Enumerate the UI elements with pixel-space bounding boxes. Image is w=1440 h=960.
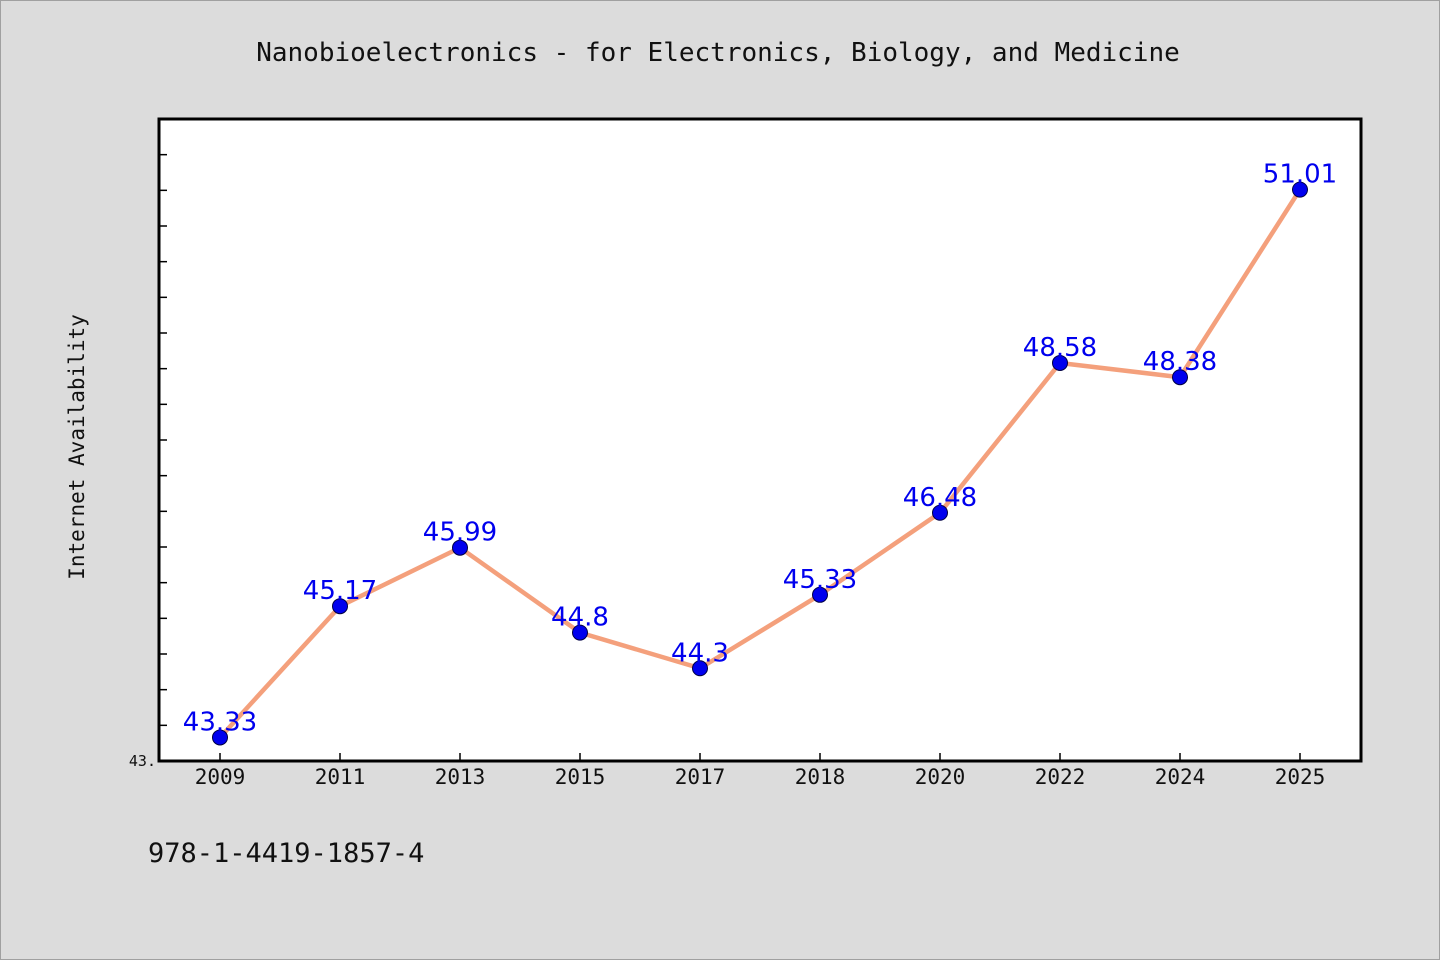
data-point bbox=[1172, 369, 1188, 386]
data-label: 45.17 bbox=[303, 576, 377, 606]
data-label: 46.48 bbox=[903, 483, 977, 513]
x-tick-label: 2022 bbox=[1035, 765, 1086, 789]
plot-border bbox=[157, 117, 1363, 763]
x-tick-label: 2024 bbox=[1155, 765, 1206, 789]
data-point bbox=[332, 598, 348, 615]
plot-area bbox=[159, 119, 1361, 761]
data-label: 48.58 bbox=[1023, 333, 1097, 363]
data-label: 44.8 bbox=[551, 603, 609, 633]
data-point bbox=[572, 624, 588, 641]
data-point bbox=[1052, 354, 1068, 371]
data-label: 45.99 bbox=[423, 518, 497, 548]
data-point bbox=[812, 586, 828, 603]
series-layer: 43.33 45.17 45.99 44.8 44.3 45.33 46.48 48.58 48… bbox=[183, 160, 1337, 746]
data-point bbox=[932, 504, 948, 521]
data-label: 45.33 bbox=[783, 565, 857, 595]
x-tick-label: 2018 bbox=[795, 765, 846, 789]
x-tick-label: 2020 bbox=[915, 765, 966, 789]
data-label: 48.38 bbox=[1143, 347, 1217, 377]
x-axis-ticks: 2009 2011 2013 2015 2017 2018 2020 2022 2024 2025 bbox=[195, 753, 1326, 789]
data-label: 51.01 bbox=[1263, 160, 1337, 190]
x-tick-label: 2015 bbox=[555, 765, 606, 789]
data-point bbox=[452, 539, 468, 556]
data-label: 43.33 bbox=[183, 707, 257, 737]
data-label: 44.3 bbox=[671, 638, 729, 668]
series-line bbox=[217, 187, 1303, 740]
data-point bbox=[212, 729, 228, 746]
x-tick-label: 2011 bbox=[315, 765, 366, 789]
x-tick-label: 2009 bbox=[195, 765, 246, 789]
data-point bbox=[1292, 181, 1308, 198]
x-tick-label: 2017 bbox=[675, 765, 726, 789]
y-tick-label: 43. bbox=[129, 752, 156, 770]
chart-title: Nanobioelectronics - for Electronics, Bi… bbox=[256, 38, 1180, 68]
isbn-footnote: 978-1-4419-1857-4 bbox=[148, 838, 424, 869]
data-point bbox=[692, 660, 708, 677]
y-axis-label: Internet Availability bbox=[65, 314, 89, 580]
x-tick-label: 2013 bbox=[435, 765, 486, 789]
x-tick-label: 2025 bbox=[1275, 765, 1326, 789]
